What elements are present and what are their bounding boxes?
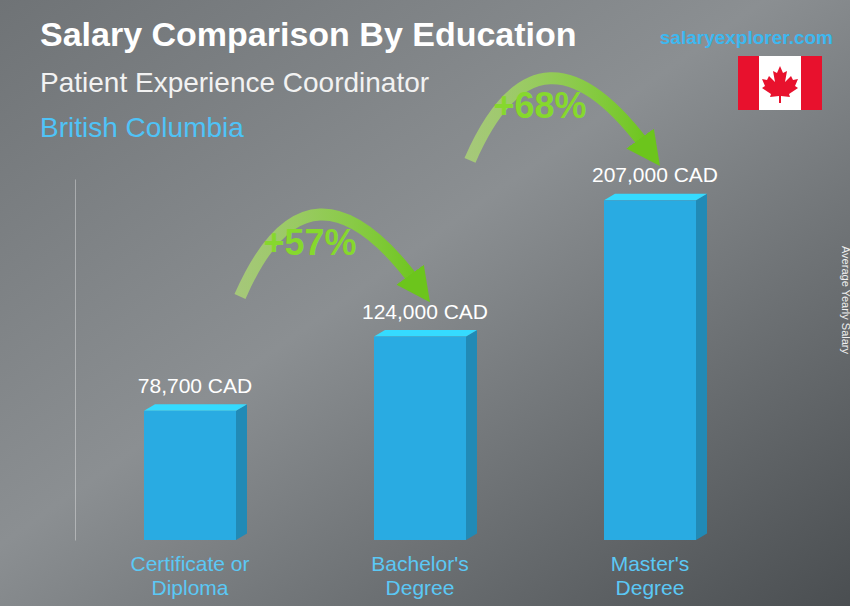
bar [374,337,466,540]
source: salaryexplorer.com [660,27,833,48]
bar-top [374,330,477,337]
bar-group [144,404,247,540]
data-label: 207,000 CAD [592,163,718,186]
x-tick: Bachelor'sDegree [371,548,468,599]
x-tick: Certificate orDiploma [130,548,249,599]
title: Salary Comparison By Education [40,15,577,53]
bar-side [466,330,477,540]
background [0,0,850,606]
y-axis-title: Average Yearly Salary [840,246,850,355]
x-tick: Master'sDegree [611,548,690,599]
chart: 78,700 CAD 124,000 CAD 207,000 CAD Certific… [0,0,850,606]
y-axis [75,180,76,541]
flag-field [738,56,822,110]
y-axis-line [75,180,76,541]
x-tick-label: Master'sDegree [611,552,690,599]
annotation: +57% [263,222,356,263]
data-label: 78,700 CAD [138,374,252,397]
location: British Columbia [40,112,244,143]
bar-top [144,404,247,411]
flag-band [801,56,822,110]
bar-top [604,194,707,201]
bar-group [374,330,477,540]
bar [144,411,236,540]
annotation: +68% [493,85,586,126]
x-tick-label: Certificate orDiploma [130,552,249,599]
arrow [470,78,650,160]
bar-side [236,404,247,540]
x-axis: Certificate orDiploma Bachelor'sDegree Mas… [130,548,689,599]
arrow [240,214,420,296]
bar-group [604,194,707,540]
subtitle: Patient Experience Coordinator [40,67,429,98]
flag-band [738,56,759,110]
bars [144,194,707,540]
flag-leaf [762,66,798,103]
x-tick-label: Bachelor'sDegree [371,552,468,599]
data-label: 124,000 CAD [362,300,488,323]
bar [604,200,696,540]
bar-side [696,194,707,540]
flag [738,56,822,110]
